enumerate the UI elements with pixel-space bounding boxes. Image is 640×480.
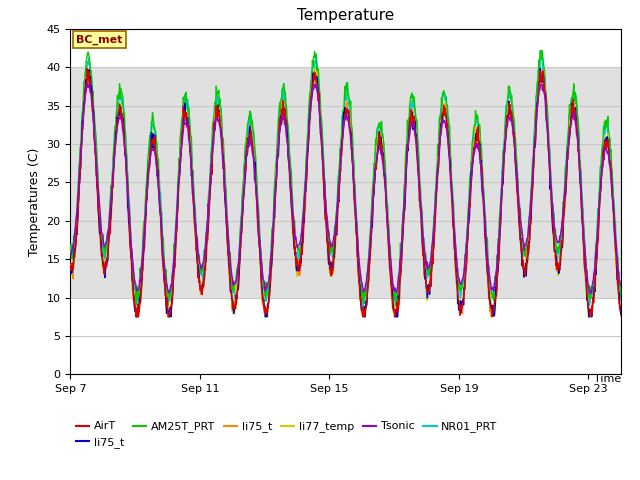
Bar [70,67,621,298]
Text: Time: Time [593,374,621,384]
Text: BC_met: BC_met [76,35,122,45]
Y-axis label: Temperatures (C): Temperatures (C) [28,147,41,256]
Title: Temperature: Temperature [297,9,394,24]
Legend: AirT, li75_t, AM25T_PRT, li75_t, li77_temp, Tsonic, NR01_PRT: AirT, li75_t, AM25T_PRT, li75_t, li77_te… [76,421,497,448]
